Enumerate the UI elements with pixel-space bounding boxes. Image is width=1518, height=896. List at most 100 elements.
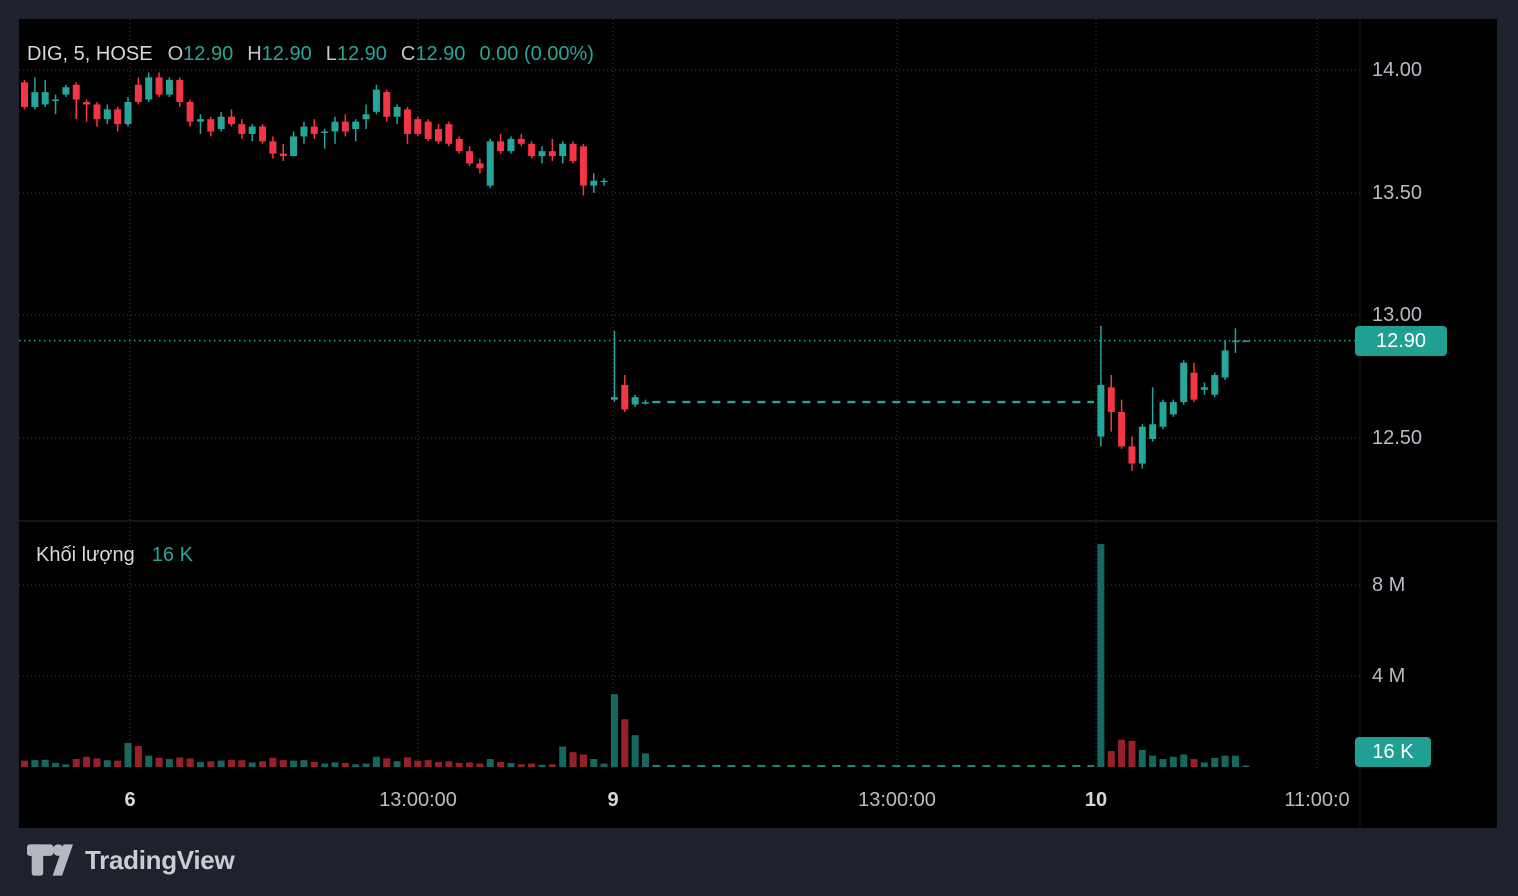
candle-body <box>507 138 515 152</box>
candle-body <box>321 131 329 133</box>
volume-bar <box>1128 740 1136 767</box>
volume-bar <box>1138 749 1146 767</box>
volume-bar <box>207 761 215 767</box>
volume-bar <box>41 759 49 767</box>
volume-bar <box>269 757 277 767</box>
candle-body <box>196 119 204 122</box>
candle-body <box>528 143 536 157</box>
volume-bar <box>1097 544 1105 767</box>
volume-bar <box>186 758 194 767</box>
candle-body <box>1159 402 1167 427</box>
close-label: C <box>400 43 416 65</box>
volume-bar <box>21 760 28 767</box>
time-tick-label: 10 <box>1084 789 1108 811</box>
candle-body <box>1211 375 1219 395</box>
candle-body <box>1190 372 1198 400</box>
volume-bar <box>476 763 484 767</box>
candle-body <box>62 87 70 95</box>
candle-body <box>497 141 505 152</box>
tradingview-logo-icon <box>27 844 73 876</box>
volume-bar <box>1221 755 1229 767</box>
price-axis[interactable]: 14.00 13.50 13.00 12.50 8 M 4 M <box>1360 19 1497 785</box>
candle-body <box>207 119 215 132</box>
candle-body <box>424 121 432 139</box>
axis-tick-label: 12.50 <box>1372 427 1423 449</box>
axis-tick-label: 13.00 <box>1372 304 1423 326</box>
high-value: 12.90 <box>261 43 312 65</box>
symbol-title[interactable]: DIG, 5, HOSE <box>27 43 153 65</box>
candle-body <box>435 129 442 142</box>
volume-bar <box>1190 759 1198 767</box>
volume-bar <box>466 762 474 767</box>
time-axis[interactable]: 6 13:00:00 9 13:00:00 10 11:00:0 <box>0 789 1497 829</box>
candle-body <box>383 92 391 117</box>
candlesticks <box>21 72 1250 471</box>
tradingview-logo[interactable]: TradingView <box>27 843 235 877</box>
volume-bar <box>403 757 411 767</box>
candle-body <box>1180 362 1188 403</box>
volume-bar <box>559 746 567 767</box>
bottom-bar: TradingView <box>0 828 1518 896</box>
candle-body <box>331 121 339 132</box>
candle-body <box>176 79 184 102</box>
candle-body <box>165 79 173 95</box>
candle-body <box>1138 426 1146 464</box>
volume-bar <box>1211 757 1219 767</box>
candle-body <box>517 138 525 144</box>
candle-body <box>610 397 618 400</box>
candle-body <box>279 153 287 157</box>
candle-body <box>1128 446 1136 464</box>
current-price-badge: 12.90 <box>1355 326 1447 356</box>
candle-body <box>238 124 246 134</box>
volume-bar <box>196 761 204 767</box>
candle-body <box>1097 384 1105 437</box>
volume-bar <box>155 757 163 767</box>
volume-bar <box>455 762 463 767</box>
volume-bar <box>290 760 298 767</box>
volume-bar <box>1200 762 1208 767</box>
current-volume-badge: 16 K <box>1355 737 1431 767</box>
volume-bar <box>497 761 505 767</box>
candle-body <box>445 124 453 144</box>
volume-bar <box>176 757 184 767</box>
volume-bar <box>62 764 70 767</box>
candle-body <box>569 143 577 162</box>
candle-body <box>31 92 39 107</box>
candle-body <box>362 114 370 120</box>
volume-bar <box>52 762 60 767</box>
volume-bar <box>352 764 360 767</box>
volume-bar <box>279 760 287 767</box>
volume-label: Khối lượng <box>36 544 135 566</box>
candle-body <box>124 101 132 125</box>
volume-bar <box>507 762 515 767</box>
volume-bar <box>435 761 442 767</box>
candle-body <box>341 121 349 132</box>
time-tick-label: 13:00:00 <box>379 789 457 811</box>
volume-bar <box>341 762 349 767</box>
candle-body <box>466 151 474 164</box>
candle-body <box>548 151 556 157</box>
candle-body <box>559 143 567 157</box>
volume-bar <box>362 763 370 767</box>
candle-body <box>631 397 639 405</box>
volume-bar <box>321 763 329 767</box>
axis-tick-label: 8 M <box>1372 574 1406 596</box>
candle-body <box>590 180 598 186</box>
candle-body <box>259 126 267 142</box>
volume-bar <box>445 761 453 767</box>
volume-bar <box>114 760 122 767</box>
candle-body <box>103 109 111 120</box>
volume-bar <box>538 764 546 767</box>
time-tick-label: 11:00:0 <box>1284 789 1350 811</box>
open-label: O <box>167 43 184 65</box>
low-value: 12.90 <box>336 43 387 65</box>
volume-bar <box>414 760 422 767</box>
volume-bar <box>145 755 153 767</box>
candle-body <box>372 89 380 112</box>
volume-bar <box>631 735 639 767</box>
candle-body <box>72 84 80 100</box>
volume-bar <box>103 760 111 767</box>
volume-bar <box>517 764 525 767</box>
candle-body <box>1149 424 1157 439</box>
